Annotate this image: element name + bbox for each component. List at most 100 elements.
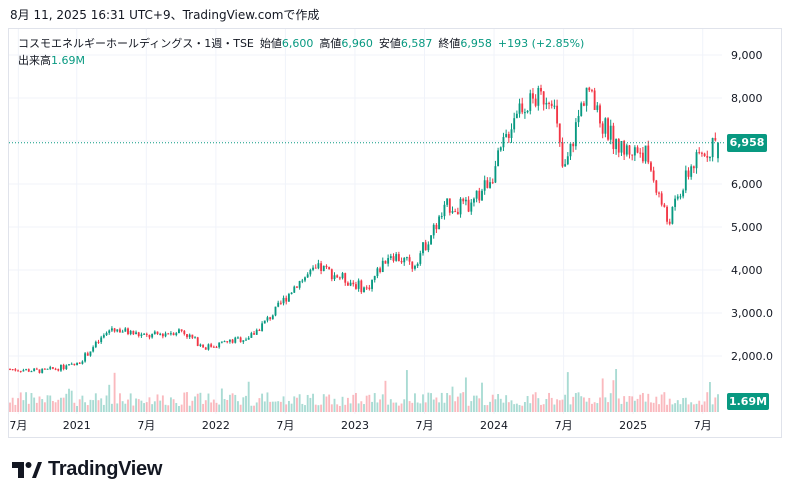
volume-bar bbox=[548, 392, 550, 412]
candle-body bbox=[607, 118, 609, 140]
tradingview-logo[interactable]: TradingView bbox=[12, 458, 162, 481]
volume-bar bbox=[191, 400, 194, 412]
candle-body bbox=[641, 152, 644, 162]
volume-bar bbox=[245, 395, 247, 412]
candle-body bbox=[395, 254, 398, 261]
candle-body bbox=[322, 265, 325, 271]
volume-bar bbox=[113, 372, 116, 412]
candle-body bbox=[515, 113, 518, 119]
volume-bar bbox=[220, 388, 223, 412]
volume-bar bbox=[566, 372, 569, 412]
volume-bar bbox=[389, 399, 392, 412]
candle-body bbox=[510, 129, 513, 138]
x-tick-label: 7月 bbox=[137, 419, 155, 432]
candle-body bbox=[169, 333, 172, 335]
candle-body bbox=[46, 368, 49, 370]
candle-body bbox=[414, 265, 416, 269]
volume-bar bbox=[676, 400, 679, 412]
volume-bar bbox=[175, 402, 178, 412]
volume-bar bbox=[639, 394, 642, 412]
candle-body bbox=[148, 334, 151, 338]
volume-bar bbox=[124, 403, 127, 412]
volume-bar bbox=[617, 398, 620, 412]
candle-body bbox=[676, 196, 679, 199]
y-tick-label: 9,000 bbox=[731, 49, 763, 62]
candle-body bbox=[60, 364, 62, 371]
candle-body bbox=[140, 334, 143, 336]
candle-body bbox=[687, 170, 690, 177]
volume-bar bbox=[164, 404, 167, 412]
candle-body bbox=[41, 368, 44, 373]
candle-body bbox=[202, 344, 205, 348]
candle-body bbox=[19, 370, 22, 372]
candle-body bbox=[679, 196, 682, 198]
volume-bar bbox=[357, 403, 360, 412]
volume-bar bbox=[368, 394, 371, 412]
candle-body bbox=[381, 260, 384, 272]
volume-bar bbox=[379, 399, 382, 412]
candle-body bbox=[692, 166, 695, 169]
candle-body bbox=[633, 147, 636, 156]
volume-bar bbox=[11, 397, 14, 412]
chart-timestamp: 8月 11, 2025 16:31 UTC+9、TradingView.comで… bbox=[10, 8, 320, 22]
volume-bar bbox=[540, 404, 542, 412]
candle-body bbox=[215, 346, 218, 348]
volume-bar bbox=[51, 400, 54, 412]
candle-body bbox=[526, 110, 529, 113]
candle-body bbox=[371, 279, 373, 289]
volume-bar bbox=[76, 405, 78, 412]
candle-body bbox=[196, 337, 199, 346]
volume-bar bbox=[625, 401, 628, 412]
volume-bar bbox=[57, 399, 60, 412]
volume-bar bbox=[86, 405, 89, 412]
candle-body bbox=[269, 317, 272, 320]
open-value: 6,600 bbox=[281, 37, 314, 50]
volume-bar bbox=[269, 401, 272, 412]
volume-bar bbox=[550, 397, 553, 412]
candle-body bbox=[628, 145, 631, 155]
candle-body bbox=[475, 190, 478, 199]
volume-bar bbox=[582, 397, 585, 412]
candle-body bbox=[523, 112, 526, 114]
candle-body bbox=[188, 334, 191, 338]
candle-body bbox=[548, 102, 550, 104]
candle-body bbox=[62, 364, 65, 370]
volume-bar bbox=[38, 396, 41, 412]
candle-body bbox=[639, 152, 642, 154]
candle-body bbox=[175, 333, 178, 336]
volume-bar bbox=[186, 392, 188, 412]
candle-body bbox=[137, 332, 140, 336]
candle-body bbox=[438, 216, 441, 230]
candle-body bbox=[261, 323, 264, 331]
volume-bar bbox=[609, 393, 612, 412]
volume-bar bbox=[320, 404, 323, 412]
volume-bar bbox=[322, 394, 325, 412]
candle-body bbox=[376, 268, 379, 277]
candle-body bbox=[285, 297, 288, 302]
volume-bar bbox=[706, 392, 709, 412]
volume-bar bbox=[561, 399, 564, 412]
volume-bar bbox=[392, 402, 395, 412]
volume-bar bbox=[505, 395, 508, 412]
volume-bar bbox=[387, 404, 390, 412]
candle-body bbox=[258, 329, 261, 331]
candle-body bbox=[274, 306, 277, 316]
volume-bar bbox=[263, 401, 266, 412]
candle-body bbox=[384, 260, 387, 264]
volume-bar bbox=[304, 405, 306, 412]
volume-bar bbox=[641, 392, 644, 412]
candle-body bbox=[194, 337, 196, 339]
candle-body bbox=[518, 103, 521, 114]
volume-bar bbox=[349, 403, 352, 412]
candle-body bbox=[242, 340, 245, 342]
volume-bar bbox=[346, 397, 349, 412]
volume-bar bbox=[296, 397, 298, 412]
candle-body bbox=[266, 317, 269, 321]
candle-body bbox=[660, 193, 663, 205]
candle-body bbox=[609, 125, 612, 140]
volume-bar bbox=[414, 393, 416, 412]
candle-body bbox=[218, 342, 221, 348]
low-label: 安値 bbox=[378, 37, 401, 50]
candle-body bbox=[550, 103, 553, 106]
